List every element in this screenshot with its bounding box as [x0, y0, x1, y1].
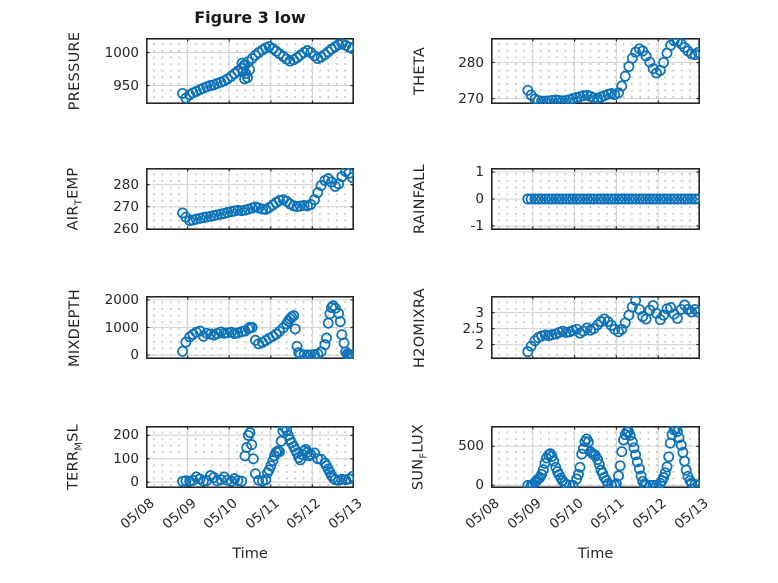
- y-tick-label: 0: [130, 347, 139, 364]
- y-tick-label: 500: [458, 438, 484, 455]
- y-tick-label: 2.5: [462, 320, 484, 337]
- subplot-SUN_FLUX: 0 500 SUNFLUX 05/08 05/09 05/10 05/11 05/12 05/1…: [411, 424, 712, 562]
- subplot-H2OMIXRA: 2 2.5 3 H2OMIXRA: [412, 287, 700, 368]
- figure-title: Figure 3 low: [194, 8, 306, 27]
- y-axis-label: TERRMSL: [65, 423, 85, 491]
- subplot-RAINFALL: -1 0 1 RAINFALL: [412, 164, 700, 234]
- subplot-TERR_MSL: 0 100 200 TERRMSL 05/08 05/09 05/10 05/11 05/12 0…: [66, 424, 366, 562]
- y-axis-label: THETA: [412, 46, 428, 96]
- y-tick-label: 0: [130, 474, 139, 491]
- y-axis-label: PRESSURE: [67, 31, 83, 111]
- y-tick-label: 0: [475, 477, 484, 494]
- y-tick-label: 1: [475, 164, 484, 181]
- y-tick-label: 200: [113, 427, 139, 444]
- y-tick-label: 0: [475, 191, 484, 207]
- plot-area-AIR_TEMP: [146, 168, 354, 230]
- y-tick-label: 280: [458, 54, 484, 71]
- y-tick-label: 100: [113, 450, 139, 467]
- y-tick-label: 1000: [104, 44, 139, 61]
- y-axis-label: RAINFALL: [412, 163, 428, 235]
- y-axis-label: SUNFLUX: [410, 423, 430, 491]
- plot-area-TERR_MSL: [146, 426, 354, 488]
- plot-area-RAINFALL: [491, 168, 700, 230]
- y-tick-label: 260: [113, 220, 139, 237]
- plot-area-MIXDEPTH: [146, 296, 354, 359]
- subplot-MIXDEPTH: 0 1000 2000 MIXDEPTH: [67, 289, 354, 366]
- plot-area-SUN_FLUX: [491, 426, 700, 488]
- y-tick-label: 270: [113, 198, 139, 215]
- y-tick-label: -1: [470, 217, 484, 234]
- y-axis-label: MIXDEPTH: [67, 288, 83, 367]
- y-tick-label: 1000: [104, 319, 139, 336]
- x-axis-label: Time: [232, 546, 268, 562]
- y-axis-label: AIRTEMP: [65, 167, 85, 231]
- y-tick-label: 950: [113, 77, 139, 94]
- y-tick-label: 2000: [104, 291, 139, 308]
- subplot-AIR_TEMP: 260 270 280 AIRTEMP: [66, 168, 354, 237]
- y-tick-label: 270: [458, 90, 484, 107]
- y-axis-label: H2OMIXRA: [412, 287, 428, 368]
- subplot-PRESSURE: 950 1000 PRESSURE: [67, 32, 354, 110]
- plot-area-H2OMIXRA: [491, 296, 700, 359]
- x-axis-label: Time: [577, 546, 614, 562]
- subplot-THETA: 270 280 THETA: [412, 38, 700, 107]
- plot-area-THETA: [491, 38, 700, 104]
- y-tick-label: 280: [113, 176, 139, 193]
- y-tick-label: 2: [475, 336, 484, 353]
- plot-area-PRESSURE: [146, 38, 354, 104]
- y-tick-label: 3: [475, 304, 484, 321]
